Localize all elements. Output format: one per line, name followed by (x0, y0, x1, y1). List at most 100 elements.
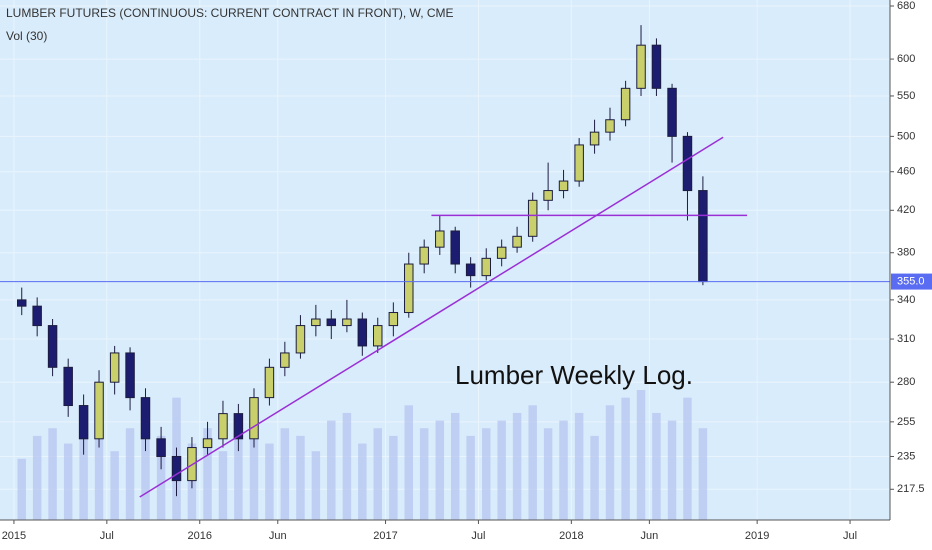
volume-bar (327, 420, 336, 520)
candle-body (218, 413, 228, 440)
volume-bar (482, 428, 491, 520)
y-tick-label: 420 (897, 204, 915, 216)
volume-bar (543, 428, 553, 520)
candle-body (249, 397, 259, 440)
candle-body (311, 318, 321, 327)
volume-bar (621, 397, 630, 520)
x-tick-label: 2017 (373, 530, 397, 542)
volume-bar (667, 420, 677, 520)
candle-body (264, 366, 275, 399)
x-tick-label: 2016 (187, 530, 211, 542)
candle-body (574, 144, 584, 182)
y-tick-label: 310 (897, 333, 915, 345)
volume-bar (373, 428, 382, 520)
x-tick-label: Jul (471, 530, 485, 542)
overlay-layer (0, 136, 890, 498)
volume-bar (141, 405, 150, 520)
x-tick-label: 2018 (559, 530, 583, 542)
volume-bar (683, 397, 692, 520)
volume-bar (652, 412, 661, 520)
volume-bar (358, 443, 367, 520)
y-tick-label: 380 (897, 247, 915, 259)
candle-body (171, 455, 182, 482)
volume-bar (574, 412, 584, 520)
candle-body (605, 119, 615, 133)
volume-bar (698, 428, 708, 520)
candle-body (109, 352, 120, 383)
candle-body (512, 235, 522, 248)
volume-bar (636, 390, 646, 520)
candle-body (404, 263, 414, 314)
candle-body (233, 413, 244, 440)
volume-bar (110, 451, 119, 520)
volume-legend: Vol (30) (6, 29, 47, 43)
candle-body (496, 246, 507, 259)
candle-body (558, 180, 569, 192)
candle-body (620, 87, 631, 121)
x-tick-label: Jun (269, 530, 287, 542)
volume-bar (528, 405, 537, 520)
candle-body (465, 263, 476, 277)
y-tick-label: 217.5 (897, 483, 925, 495)
volume-bar (17, 458, 26, 520)
candle-body (125, 352, 135, 399)
annotation: Lumber Weekly Log. (455, 360, 693, 390)
candle-body (326, 318, 337, 327)
candle-body (651, 44, 662, 89)
candle-body (342, 318, 352, 327)
x-tick-label: 2015 (2, 530, 26, 542)
grid (0, 0, 890, 520)
candle-body (140, 397, 151, 440)
candle-body (527, 199, 538, 237)
volume-bar (404, 405, 414, 520)
volume-bar (342, 412, 352, 520)
y-tick-label: 340 (897, 294, 915, 306)
candle-body (32, 305, 42, 327)
candle-body (94, 381, 104, 440)
volume-bar (466, 435, 475, 520)
candle-body (543, 190, 553, 201)
volume-bar (125, 428, 135, 520)
candle-layer (16, 25, 708, 497)
y-tick-label: 460 (897, 166, 915, 178)
x-tick-label: Jul (843, 530, 857, 542)
last-price-box (891, 273, 932, 290)
trend-line (139, 136, 724, 498)
volume-bar (203, 428, 212, 520)
volume-bar (32, 435, 42, 520)
candle-body (63, 366, 73, 407)
candle-body (450, 230, 460, 265)
candle-body (636, 44, 646, 89)
candle-body (47, 325, 58, 368)
volume-layer (17, 390, 708, 520)
candle-body (481, 257, 491, 277)
volume-bar (389, 435, 398, 520)
volume-bar (218, 451, 228, 520)
y-tick-label: 600 (897, 53, 915, 65)
volume-bar (311, 451, 321, 520)
volume-bar (605, 405, 615, 520)
candle-body (156, 438, 166, 457)
volume-bar (79, 420, 88, 520)
candle-body (435, 230, 445, 248)
volume-bar (265, 443, 274, 520)
candle-body (16, 299, 27, 307)
volume-bar (435, 420, 445, 520)
y-tick-label: 280 (897, 376, 915, 388)
candle-body (698, 190, 708, 283)
candle-body (357, 318, 368, 347)
y-tick-label: 550 (897, 90, 915, 102)
time-axis-background (0, 520, 890, 550)
volume-bar (280, 428, 290, 520)
volume-bar (590, 435, 599, 520)
volume-bar (63, 443, 73, 520)
x-tick-label: Jul (100, 530, 114, 542)
y-tick-label: 680 (897, 0, 915, 12)
candle-body (388, 312, 399, 327)
candle-body (295, 325, 306, 354)
candle-body (78, 405, 89, 440)
candle-body (589, 131, 600, 146)
candle-body (372, 325, 383, 347)
candle-body (280, 352, 290, 368)
candle-body (419, 246, 429, 265)
